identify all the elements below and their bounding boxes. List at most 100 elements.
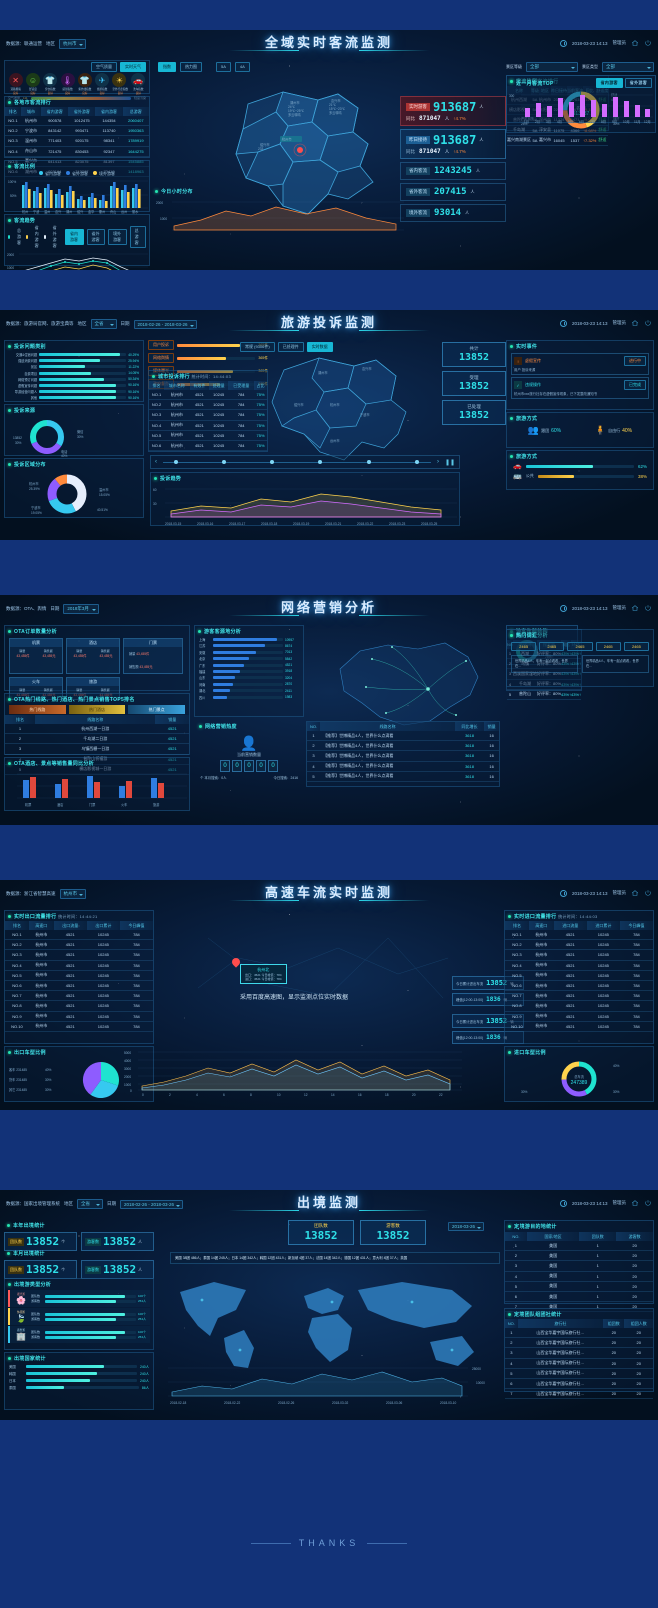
table-row[interactable]: 2 乌镇 好评率：80% 43%↑ 43%↑ bbox=[507, 658, 582, 670]
table-row[interactable]: NO.1 杭州市 4521 10245 784 bbox=[505, 930, 653, 941]
map-chip-4a[interactable]: 4A bbox=[234, 62, 250, 72]
table-row[interactable]: 3 【推荐】世博精品4人，世界什么点滴看 3618 16 bbox=[307, 750, 499, 762]
tab-overseas[interactable]: 境外游客 bbox=[108, 229, 127, 245]
table-row[interactable]: 4 千岛湖 好评率：80% 43%↑ 43%↑ bbox=[507, 679, 582, 690]
table-row[interactable]: NO.3 杭州市 4521 10245 784 bbox=[5, 949, 153, 961]
table-row[interactable]: 5 美国 1 20 bbox=[505, 1281, 653, 1292]
table-row[interactable]: NO.1 杭州市 900578 1012475 144354 2060407 bbox=[5, 116, 149, 127]
table-row[interactable]: NO.3 杭州市 4521 10245 784 75% bbox=[149, 409, 267, 421]
table-row[interactable]: NO.3 温州市 771403 920175 98341 1789919 bbox=[5, 135, 149, 147]
tab-total[interactable]: 总游客 bbox=[129, 226, 146, 248]
table-row[interactable]: NO.2 杭州市 4521 10245 784 75% bbox=[149, 399, 267, 411]
table-row[interactable]: NO.8 杭州市 4521 10245 784 bbox=[5, 1000, 153, 1012]
power-icon[interactable] bbox=[644, 604, 652, 612]
table-row[interactable]: 1 山西宝华嘉宇国际旅行社… 20 20 bbox=[505, 1328, 653, 1339]
type-select[interactable]: 全部 bbox=[602, 62, 654, 72]
region-select[interactable]: 全省 bbox=[77, 1199, 103, 1209]
table-row[interactable]: 普陀山 5A 温州市 11374 8471 ↑9.01% 舒适 bbox=[507, 114, 609, 126]
table-row[interactable]: 6 山西宝华嘉宇国际旅行社… 20 20 bbox=[505, 1378, 653, 1390]
table-row[interactable]: NO.4 杭州市 4521 10245 784 75% bbox=[149, 420, 267, 431]
table-row[interactable]: NO.6 杭州市 4521 10245 784 bbox=[5, 980, 153, 992]
map-chip-handled[interactable]: 已处理件 bbox=[277, 342, 304, 352]
table-row[interactable]: NO.6 杭州市 4521 10245 784 75% bbox=[149, 440, 267, 452]
table-row[interactable]: 5 山西宝华嘉宇国际旅行社… 20 20 bbox=[505, 1368, 653, 1379]
table-row[interactable]: 4 【推荐】世博精品4人，世界什么点滴看 3618 16 bbox=[307, 761, 499, 772]
tab-air-quality[interactable]: 空气质量 bbox=[91, 62, 117, 72]
tab-in-province[interactable]: 省内游客 bbox=[65, 229, 84, 245]
next-icon[interactable]: › bbox=[436, 459, 439, 465]
table-row[interactable]: 7 美国 1 20 bbox=[505, 1301, 653, 1313]
table-row[interactable]: 4 普陀山祈福游 4521 bbox=[5, 754, 189, 765]
map-chip-5a[interactable]: 5A bbox=[216, 62, 231, 72]
tab-hot-routes[interactable]: 热门线路 bbox=[9, 705, 66, 714]
power-icon[interactable] bbox=[644, 39, 652, 47]
table-row[interactable]: 6 美国 1 20 bbox=[505, 1291, 653, 1303]
keyword-chip[interactable]: 2465 bbox=[539, 642, 565, 651]
power-icon[interactable] bbox=[644, 319, 652, 327]
table-row[interactable]: NO.8 杭州市 4521 10245 784 bbox=[505, 1000, 653, 1012]
world-map[interactable] bbox=[162, 1266, 502, 1378]
event-card[interactable]: ! 虚假宣传 进行中 用户 投诉来源 bbox=[511, 353, 649, 375]
home-icon[interactable] bbox=[631, 1199, 639, 1207]
table-row[interactable]: 2 山西宝华嘉宇国际旅行社… 20 20 bbox=[505, 1337, 653, 1349]
ota-card[interactable]: 酒店 销量 销售额 43,455件 43,455元 bbox=[66, 638, 120, 674]
table-row[interactable]: NO.9 杭州市 4521 10245 784 bbox=[505, 1011, 653, 1022]
home-icon[interactable] bbox=[631, 319, 639, 327]
table-row[interactable]: NO.10 杭州市 4521 10245 784 bbox=[5, 1021, 153, 1032]
tab-in-province[interactable]: 省内游客 bbox=[595, 78, 623, 88]
tab-out-province[interactable]: 省外游客 bbox=[86, 229, 106, 245]
tab-hot-spots[interactable]: 热门景点 bbox=[128, 705, 186, 714]
table-row[interactable]: NO.5 杭州市 4521 10245 784 bbox=[505, 970, 653, 981]
prev-icon[interactable]: ‹ bbox=[155, 459, 157, 465]
table-row[interactable]: 4 美国 1 20 bbox=[505, 1271, 653, 1282]
table-row[interactable]: 3 山西宝华嘉宇国际旅行社… 20 20 bbox=[505, 1347, 653, 1359]
table-row[interactable]: NO.7 杭州市 4521 10245 784 bbox=[505, 990, 653, 1002]
table-row[interactable]: NO.4 杭州市 4521 10245 784 bbox=[505, 960, 653, 971]
region-select[interactable]: 杭州市 bbox=[59, 39, 86, 49]
timeline-player[interactable]: ‹ › ❚❚ bbox=[150, 455, 460, 469]
table-row[interactable]: 3 美国 1 20 bbox=[505, 1260, 653, 1272]
tab-live-weather[interactable]: 实时天气 bbox=[120, 62, 146, 72]
home-icon[interactable] bbox=[631, 604, 639, 612]
table-row[interactable]: NO.1 杭州市 4521 10245 784 bbox=[5, 930, 153, 941]
timeline-track[interactable] bbox=[163, 459, 431, 464]
home-icon[interactable] bbox=[631, 889, 639, 897]
keyword-chip[interactable]: 2465 bbox=[595, 642, 621, 651]
table-row[interactable]: 7 山西宝华嘉宇国际旅行社… 20 20 bbox=[505, 1388, 653, 1400]
map-tab-heatmap[interactable]: 热力图 bbox=[180, 62, 202, 72]
table-row[interactable]: NO.4 舟山市 721475 830453 92347 1644275 bbox=[5, 146, 149, 157]
table-row[interactable]: NO.5 嘉兴市 641413 823075 81397 1545885 bbox=[5, 156, 149, 167]
keyword-chip[interactable]: 2465 bbox=[623, 642, 650, 651]
table-row[interactable]: NO.3 杭州市 4521 10245 784 bbox=[505, 949, 653, 961]
table-row[interactable]: 2 【推荐】世博精品4人，世界什么点滴看 3618 16 bbox=[307, 740, 499, 752]
ota-card[interactable]: 旅游 销量 销售额 43,455件 43,455元 bbox=[66, 677, 120, 700]
table-row[interactable]: NO.10 杭州市 4521 10245 784 bbox=[505, 1021, 653, 1032]
table-row[interactable]: 1 杭州西湖一日游 4521 bbox=[5, 724, 189, 735]
table-row[interactable]: NO.6 湖州市 603164 742387 73412 1418963 bbox=[5, 166, 149, 178]
table-row[interactable]: NO.5 杭州市 4521 10245 784 75% bbox=[149, 430, 267, 441]
table-row[interactable]: 千岛湖 5A 淳安县 11075 4366 ↑8.68% 舒适 bbox=[507, 125, 609, 136]
table-row[interactable]: NO.2 杭州市 4521 10245 784 bbox=[505, 939, 653, 951]
table-row[interactable]: 3 乌镇西栅一日游 4521 bbox=[5, 743, 189, 755]
region-select[interactable]: 全省 bbox=[90, 319, 117, 329]
table-row[interactable]: 1 美国 1 20 bbox=[505, 1241, 653, 1252]
table-row[interactable]: 5 普陀山 好评率：80% 43%↑ 43%↑ bbox=[507, 689, 582, 700]
table-row[interactable]: 2 美国 1 20 bbox=[505, 1250, 653, 1262]
table-row[interactable]: 1 西湖 好评率：80% 43%↑ 43%↑ bbox=[507, 649, 582, 660]
event-card[interactable]: ✓ 违规操作 已完成 杭州市xxx旅行社存在虚假宣传现象，已下发整改通知书 bbox=[511, 377, 649, 399]
table-row[interactable]: NO.9 杭州市 4521 10245 784 bbox=[5, 1011, 153, 1022]
table-row[interactable]: 5 【推荐】世博精品4人，世界什么点滴看 3618 16 bbox=[307, 771, 499, 782]
keyword-chip[interactable]: 2465 bbox=[567, 642, 593, 651]
table-row[interactable]: NO.1 杭州市 4521 10245 784 75% bbox=[149, 390, 267, 401]
power-icon[interactable] bbox=[644, 889, 652, 897]
table-row[interactable]: NO.5 杭州市 4521 10245 784 bbox=[5, 970, 153, 981]
grade-select[interactable]: 全部 bbox=[526, 62, 578, 72]
table-row[interactable]: 2 千岛湖二日游 4521 bbox=[5, 733, 189, 745]
map-tab-index[interactable]: 指数 bbox=[158, 62, 176, 72]
ota-card[interactable]: 门票 销量 43,455件 销售额 43,455元 bbox=[123, 638, 183, 674]
map-chip-normal[interactable]: 常规 (9306件) bbox=[240, 342, 275, 352]
ota-card[interactable]: 机票 销量 销售额 43,455件 43,455元 bbox=[9, 638, 63, 674]
home-icon[interactable] bbox=[631, 39, 639, 47]
tab-out-province[interactable]: 省外游客 bbox=[624, 78, 652, 88]
